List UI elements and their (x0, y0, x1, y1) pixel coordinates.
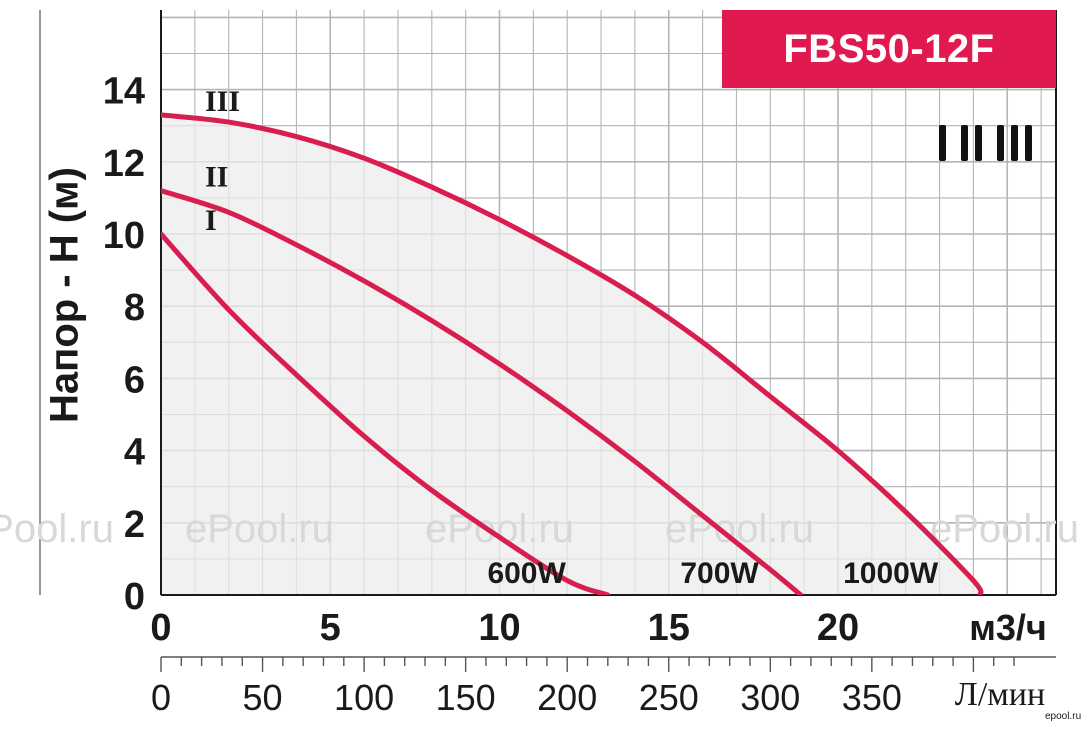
y-axis-label: Напор - H (м) (42, 167, 87, 423)
speed-legend (939, 125, 1032, 161)
y-tick-label: 2 (124, 504, 145, 546)
secondary-x-tick-label: 300 (740, 677, 800, 718)
y-tick-label: 10 (103, 215, 145, 257)
y-tick-label: 0 (124, 576, 145, 618)
secondary-x-tick-label: 0 (151, 677, 171, 718)
watermark: ePool.ru (930, 507, 1079, 551)
chart-title: FBS50-12F (722, 10, 1056, 88)
secondary-x-tick-label: 250 (639, 677, 699, 718)
speed-bar (1011, 125, 1018, 161)
x-tick-label: 20 (817, 607, 859, 649)
secondary-x-tick-label: 350 (842, 677, 902, 718)
chart-title-text: FBS50-12F (783, 26, 995, 71)
secondary-x-tick-label: 50 (243, 677, 283, 718)
power-label: 700W (680, 557, 759, 590)
curve-label-ii: II (205, 161, 228, 194)
secondary-x-axis-unit: Л/мин (955, 676, 1045, 713)
curve-label-i: I (205, 204, 217, 237)
curve-i (161, 231, 611, 595)
speed-bar (961, 125, 968, 161)
y-tick-label: 4 (124, 432, 145, 474)
x-tick-label: 10 (478, 607, 520, 649)
site-tag: epool.ru (1045, 711, 1081, 722)
x-axis-unit: м3/ч (969, 607, 1047, 648)
y-tick-label: 8 (124, 287, 145, 329)
secondary-x-tick-label: 200 (537, 677, 597, 718)
y-tick-label: 6 (124, 359, 145, 401)
power-label: 600W (487, 557, 566, 590)
operating-area-shade (161, 114, 982, 595)
x-tick-label: 5 (320, 607, 341, 649)
power-label: 1000W (843, 557, 939, 590)
y-tick-label: 14 (103, 71, 145, 113)
secondary-x-tick-label: 100 (334, 677, 394, 718)
speed-bar (975, 125, 982, 161)
speed-bar (939, 125, 946, 161)
secondary-x-tick-label: 150 (436, 677, 496, 718)
watermark: ePool.ru (0, 507, 114, 551)
speed-bar (997, 125, 1004, 161)
curve-iii (161, 112, 984, 595)
watermark: ePool.ru (185, 507, 334, 551)
curve-label-iii: III (205, 85, 240, 118)
curve-ii (161, 188, 804, 595)
speed-bar (1025, 125, 1032, 161)
y-tick-label: 12 (103, 143, 145, 185)
watermark: ePool.ru (425, 507, 574, 551)
x-tick-label: 15 (648, 607, 690, 649)
x-tick-label: 0 (150, 607, 171, 649)
